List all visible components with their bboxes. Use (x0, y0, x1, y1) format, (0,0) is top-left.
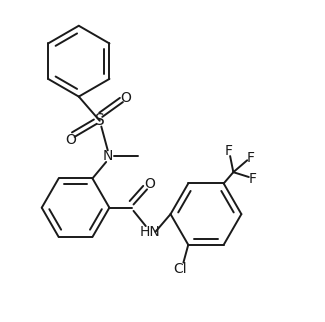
Text: N: N (103, 149, 113, 163)
Text: O: O (144, 176, 155, 191)
Text: F: F (249, 172, 257, 185)
Text: HN: HN (139, 225, 160, 239)
Text: F: F (225, 144, 232, 158)
Text: Cl: Cl (174, 262, 187, 276)
Text: O: O (120, 91, 131, 105)
Text: F: F (247, 151, 255, 165)
Text: S: S (95, 113, 105, 128)
Text: O: O (65, 133, 76, 147)
